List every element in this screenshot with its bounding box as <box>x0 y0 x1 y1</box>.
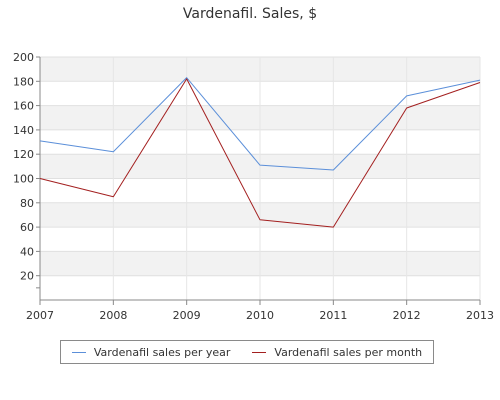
grid-lines <box>39 56 481 300</box>
y-tick-label: 180 <box>13 75 34 88</box>
legend-label-series-2: Vardenafil sales per month <box>274 345 423 359</box>
y-tick-label: 160 <box>13 100 34 113</box>
y-tick-label: 80 <box>20 197 34 210</box>
x-axis-ticks: 2007 2008 2009 2010 2011 2012 2013 <box>26 300 494 322</box>
y-tick-label: 60 <box>20 221 34 234</box>
y-axis-ticks: 20 40 60 80 100 120 140 160 180 200 <box>13 51 40 289</box>
y-tick-label: 140 <box>13 124 34 137</box>
legend-swatch-series-1 <box>71 351 86 353</box>
y-tick-label: 200 <box>13 51 34 64</box>
legend-swatch-series-2 <box>252 351 267 353</box>
series-line-1 <box>39 77 481 171</box>
series-lines <box>39 77 481 228</box>
legend-item-series-1[interactable]: Vardenafil sales per year <box>71 345 231 359</box>
y-tick-label: 20 <box>20 270 34 283</box>
x-tick-label: 2008 <box>99 309 127 322</box>
y-tick-label: 100 <box>13 173 34 186</box>
x-tick-label: 2007 <box>26 309 54 322</box>
x-tick-label: 2011 <box>319 309 347 322</box>
x-tick-label: 2010 <box>246 309 274 322</box>
chart-title: Vardenafil. Sales, $ <box>182 6 318 22</box>
y-tick-label: 120 <box>13 148 34 161</box>
x-tick-label: 2012 <box>393 309 421 322</box>
legend-label-series-1: Vardenafil sales per year <box>93 345 231 359</box>
legend: Vardenafil sales per year Vardenafil sal… <box>60 340 434 364</box>
legend-item-series-2[interactable]: Vardenafil sales per month <box>252 346 422 359</box>
y-tick-label: 40 <box>20 245 34 258</box>
x-tick-label: 2009 <box>173 309 201 322</box>
series-line-2 <box>39 78 481 228</box>
x-tick-label: 2013 <box>466 309 494 322</box>
